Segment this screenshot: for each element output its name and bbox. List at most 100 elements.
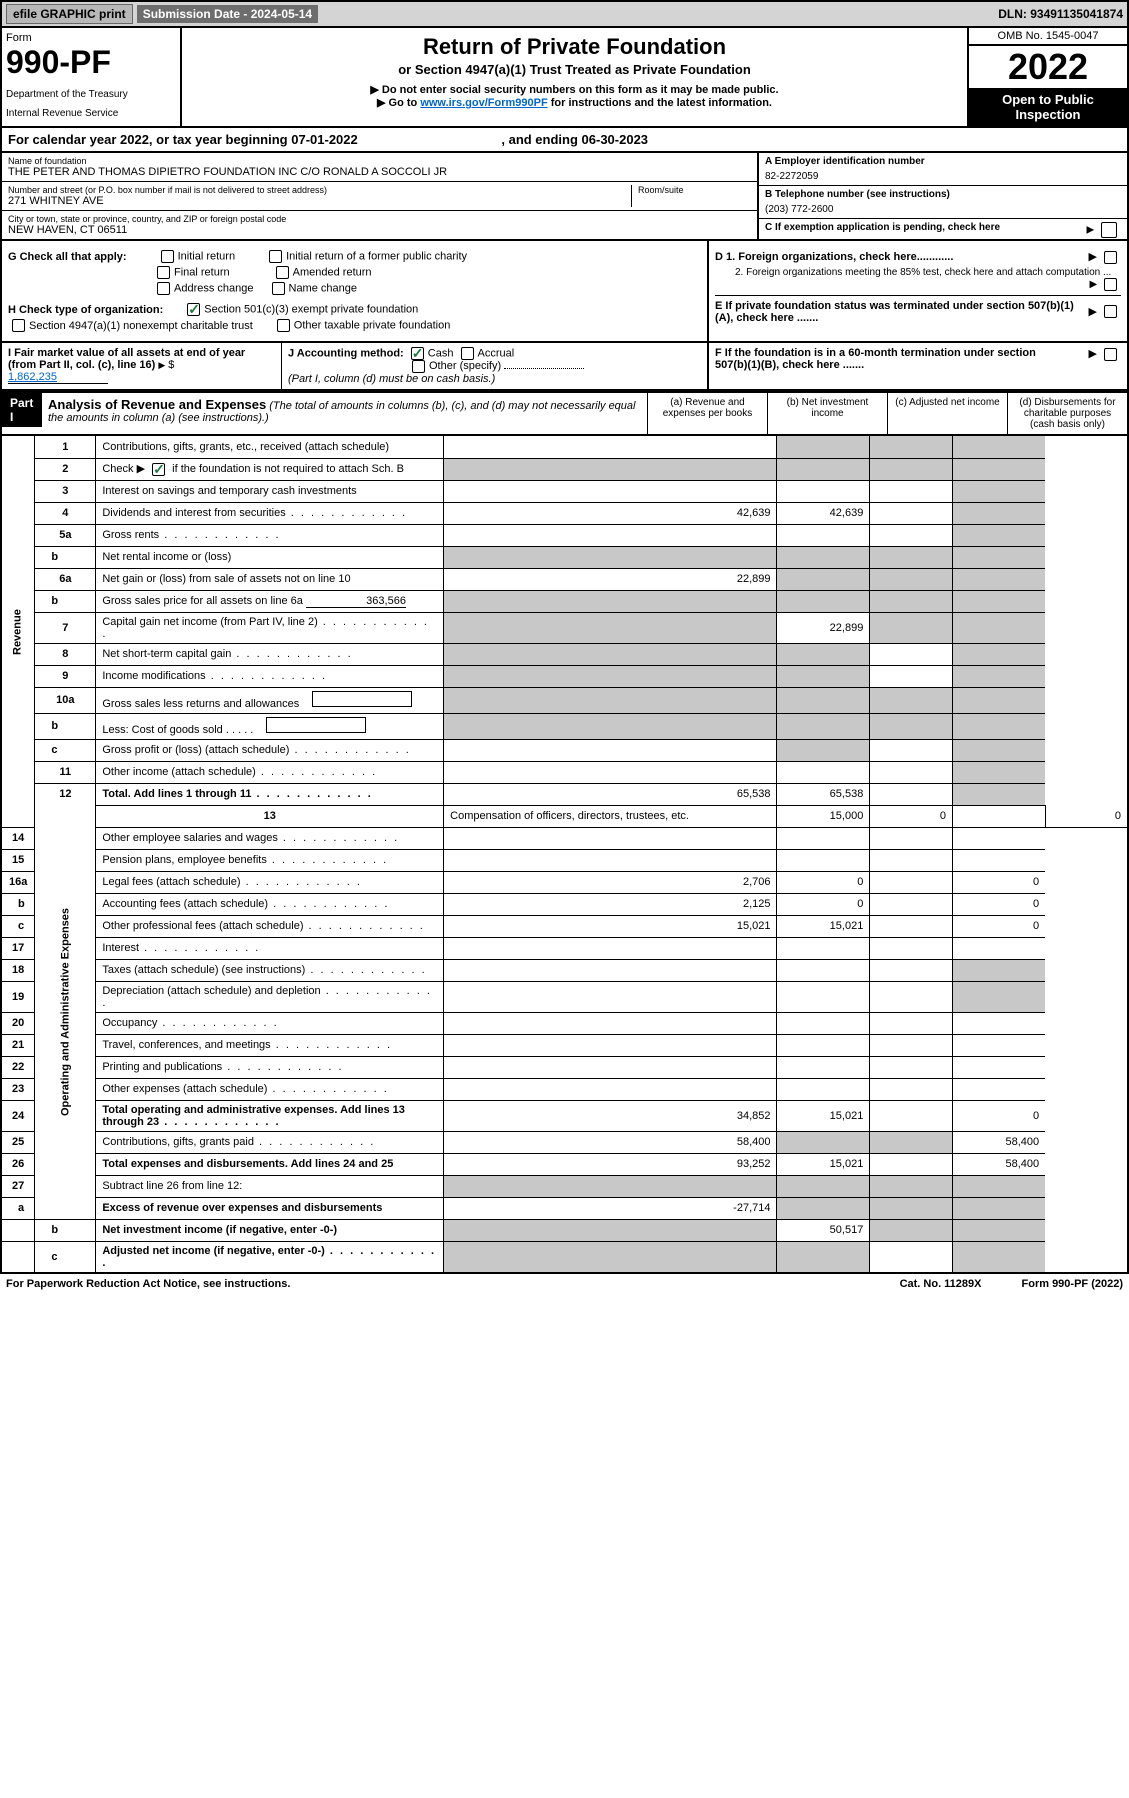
g-address-change[interactable]: [157, 282, 170, 295]
table-row: 9Income modifications: [1, 665, 1128, 687]
g-name-change[interactable]: [272, 282, 285, 295]
l10a-desc: Gross sales less returns and allowances: [102, 698, 299, 710]
city-row: City or town, state or province, country…: [2, 211, 757, 239]
phone-label: B Telephone number (see instructions): [765, 189, 1121, 200]
table-row: 10aGross sales less returns and allowanc…: [1, 687, 1128, 713]
l24-d: 0: [952, 1100, 1045, 1131]
accounting-block: J Accounting method: Cash Accrual Other …: [282, 343, 707, 389]
top-bar: efile GRAPHIC print Submission Date - 20…: [0, 0, 1129, 28]
check-left: G Check all that apply: Initial return I…: [2, 241, 707, 341]
j-cash[interactable]: [411, 347, 424, 360]
table-row: aExcess of revenue over expenses and dis…: [1, 1197, 1128, 1219]
exemption-row: C If exemption application is pending, c…: [759, 219, 1127, 236]
l2-post: if the foundation is not required to att…: [172, 463, 404, 475]
col-d-header: (d) Disbursements for charitable purpose…: [1007, 393, 1127, 434]
table-row: 24Total operating and administrative exp…: [1, 1100, 1128, 1131]
instructions-line: ▶ Go to www.irs.gov/Form990PF for instru…: [188, 96, 961, 109]
goto-pre: ▶ Go to: [377, 97, 420, 109]
f-checkbox[interactable]: [1104, 348, 1117, 361]
fmv-accounting-row: I Fair market value of all assets at end…: [0, 343, 1129, 391]
l25-a: 58,400: [444, 1131, 777, 1153]
l16a-desc: Legal fees (attach schedule): [96, 871, 444, 893]
j-note: (Part I, column (d) must be on cash basi…: [288, 373, 495, 385]
e-checkbox[interactable]: [1104, 305, 1117, 318]
header-title-block: Return of Private Foundation or Section …: [182, 28, 967, 126]
table-row: 21Travel, conferences, and meetings: [1, 1034, 1128, 1056]
h-4947[interactable]: [12, 319, 25, 332]
city-label: City or town, state or province, country…: [8, 214, 751, 224]
table-row: 11Other income (attach schedule): [1, 761, 1128, 783]
h-501c3[interactable]: [187, 303, 200, 316]
g-initial-former[interactable]: [269, 250, 282, 263]
l6b-val: 363,566: [306, 595, 406, 608]
cy-pre: For calendar year 2022, or tax year begi…: [8, 132, 291, 147]
c-checkbox[interactable]: [1101, 222, 1117, 238]
cy-mid: , and ending: [501, 132, 581, 147]
g-initial-return[interactable]: [161, 250, 174, 263]
table-row: 2Check ▶ if the foundation is not requir…: [1, 458, 1128, 480]
g6-label: Name change: [289, 282, 358, 294]
table-row: bGross sales price for all assets on lin…: [1, 590, 1128, 612]
l16c-b: 15,021: [777, 915, 870, 937]
h-other-taxable[interactable]: [277, 319, 290, 332]
l16c-a: 15,021: [444, 915, 777, 937]
table-row: cOther professional fees (attach schedul…: [1, 915, 1128, 937]
table-row: 4Dividends and interest from securities4…: [1, 502, 1128, 524]
ein-row: A Employer identification number 82-2272…: [759, 153, 1127, 186]
address-row: Number and street (or P.O. box number if…: [2, 182, 757, 211]
foundation-name-row: Name of foundation THE PETER AND THOMAS …: [2, 153, 757, 182]
table-row: 3Interest on savings and temporary cash …: [1, 480, 1128, 502]
l12-desc: Total. Add lines 1 through 11: [96, 783, 444, 805]
form-link[interactable]: www.irs.gov/Form990PF: [420, 97, 547, 109]
l13-a: 15,000: [777, 805, 870, 827]
l16a-b: 0: [777, 871, 870, 893]
l24-a: 34,852: [444, 1100, 777, 1131]
l8-desc: Net short-term capital gain: [96, 643, 444, 665]
header-right: OMB No. 1545-0047 2022 Open to Public In…: [967, 28, 1127, 126]
ident-left: Name of foundation THE PETER AND THOMAS …: [2, 153, 757, 239]
i-label: I Fair market value of all assets at end…: [8, 347, 245, 371]
l13-desc: Compensation of officers, directors, tru…: [444, 805, 777, 827]
g1-label: Initial return: [178, 250, 235, 262]
h2-label: Section 4947(a)(1) nonexempt charitable …: [29, 320, 253, 332]
l12-b: 65,538: [777, 783, 870, 805]
l23-desc: Other expenses (attach schedule): [96, 1078, 444, 1100]
table-row: cAdjusted net income (if negative, enter…: [1, 1241, 1128, 1273]
j-accrual[interactable]: [461, 347, 474, 360]
calendar-year-row: For calendar year 2022, or tax year begi…: [0, 128, 1129, 153]
j-other[interactable]: [412, 360, 425, 373]
g-amended[interactable]: [276, 266, 289, 279]
l16b-a: 2,125: [444, 893, 777, 915]
open-public-badge: Open to Public Inspection: [969, 88, 1127, 126]
table-row: Operating and Administrative Expenses 13…: [1, 805, 1128, 827]
efile-print-button[interactable]: efile GRAPHIC print: [6, 4, 133, 24]
identification-block: Name of foundation THE PETER AND THOMAS …: [0, 153, 1129, 241]
l9-desc: Income modifications: [96, 665, 444, 687]
l25-desc: Contributions, gifts, grants paid: [96, 1131, 444, 1153]
tax-year: 2022: [969, 46, 1127, 88]
l10b-desc: Less: Cost of goods sold: [102, 724, 222, 736]
l13-d: 0: [1045, 805, 1128, 827]
irs-label: Internal Revenue Service: [6, 108, 176, 119]
room-label: Room/suite: [638, 185, 751, 195]
d2-label: 2. Foreign organizations meeting the 85%…: [735, 267, 1111, 278]
l2-checkbox[interactable]: [152, 463, 165, 476]
fmv-block: I Fair market value of all assets at end…: [2, 343, 282, 389]
part1-label-cell: Part I: [2, 393, 42, 434]
form-ref: Form 990-PF (2022): [1022, 1278, 1124, 1290]
l26-a: 93,252: [444, 1153, 777, 1175]
e-label: E If private foundation status was termi…: [715, 300, 1088, 324]
table-row: bAccounting fees (attach schedule)2,1250…: [1, 893, 1128, 915]
l6b-pre: Gross sales price for all assets on line…: [102, 595, 303, 607]
table-row: 16aLegal fees (attach schedule)2,70600: [1, 871, 1128, 893]
g-final-return[interactable]: [157, 266, 170, 279]
fmv-link[interactable]: 1,862,235: [8, 371, 108, 384]
table-row: 20Occupancy: [1, 1012, 1128, 1034]
table-row: 26Total expenses and disbursements. Add …: [1, 1153, 1128, 1175]
form-number: 990-PF: [6, 44, 176, 81]
f-label: F If the foundation is in a 60-month ter…: [715, 347, 1055, 371]
d1-checkbox[interactable]: [1104, 251, 1117, 264]
table-row: cGross profit or (loss) (attach schedule…: [1, 739, 1128, 761]
l26-desc: Total expenses and disbursements. Add li…: [96, 1153, 444, 1175]
d2-checkbox[interactable]: [1104, 278, 1117, 291]
